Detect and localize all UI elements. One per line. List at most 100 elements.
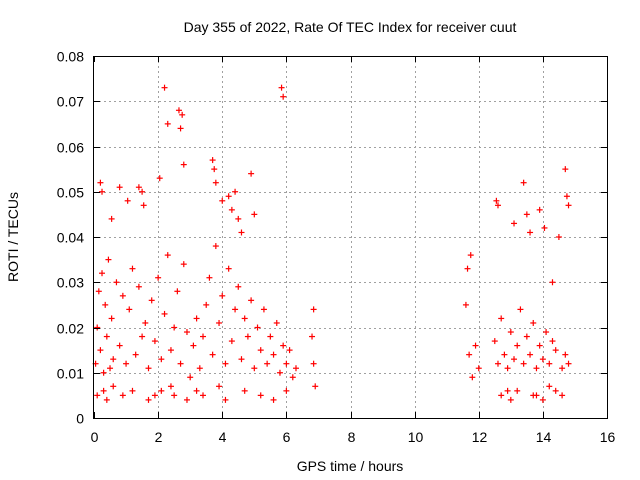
data-point: [498, 315, 505, 322]
data-point: [507, 396, 514, 403]
plot-frame: [93, 56, 608, 419]
data-point: [248, 170, 255, 177]
data-point: [563, 193, 570, 200]
data-point: [283, 387, 290, 394]
data-point: [145, 365, 152, 372]
data-point: [164, 120, 171, 127]
data-point: [498, 392, 505, 399]
data-point: [254, 324, 261, 331]
data-point: [108, 315, 115, 322]
data-point: [124, 197, 131, 204]
x-tick-label: 4: [219, 429, 227, 445]
data-point: [549, 279, 556, 286]
data-point: [280, 93, 287, 100]
data-point: [180, 261, 187, 268]
data-point: [541, 224, 548, 231]
data-point: [190, 342, 197, 349]
data-point: [183, 329, 190, 336]
data-point: [466, 351, 473, 358]
data-point: [273, 319, 280, 326]
data-point: [228, 338, 235, 345]
data-point: [119, 292, 126, 299]
y-tick-label: 0: [76, 411, 84, 427]
data-point: [511, 356, 518, 363]
data-point: [211, 166, 218, 173]
data-point: [225, 265, 232, 272]
data-point: [552, 387, 559, 394]
y-tick-label: 0.05: [57, 185, 84, 201]
data-point: [494, 360, 501, 367]
data-point: [549, 338, 556, 345]
x-tick-label: 14: [536, 429, 552, 445]
data-point: [310, 306, 317, 313]
data-points: [92, 84, 572, 403]
data-point: [514, 387, 521, 394]
data-point: [139, 188, 146, 195]
x-tick-label: 2: [155, 429, 163, 445]
data-point: [530, 319, 537, 326]
data-point: [148, 297, 155, 304]
data-point: [164, 252, 171, 259]
data-point: [219, 292, 226, 299]
data-point: [241, 315, 248, 322]
data-point: [520, 360, 527, 367]
data-point: [97, 347, 104, 354]
data-point: [276, 369, 283, 376]
data-point: [472, 342, 479, 349]
data-point: [251, 365, 258, 372]
data-point: [177, 125, 184, 132]
data-point: [158, 356, 165, 363]
x-tick-label: 10: [408, 429, 424, 445]
data-point: [312, 383, 319, 390]
data-point: [232, 306, 239, 313]
data-point: [183, 396, 190, 403]
data-point: [562, 166, 569, 173]
data-point: [99, 188, 106, 195]
data-point: [543, 329, 550, 336]
data-point: [145, 396, 152, 403]
y-tick-label: 0.01: [57, 366, 84, 382]
x-tick-label: 8: [348, 429, 356, 445]
data-point: [244, 333, 251, 340]
data-point: [475, 365, 482, 372]
data-point: [494, 202, 501, 209]
data-point: [536, 342, 543, 349]
axis-ticks: [94, 56, 608, 419]
data-point: [552, 347, 559, 354]
data-point: [493, 197, 500, 204]
data-point: [126, 306, 133, 313]
x-tick-label: 12: [472, 429, 488, 445]
data-point: [193, 387, 200, 394]
data-point: [235, 283, 242, 290]
data-point: [270, 396, 277, 403]
data-point: [264, 360, 271, 367]
data-point: [514, 342, 521, 349]
data-point: [200, 333, 207, 340]
data-point: [135, 283, 142, 290]
data-point: [175, 107, 182, 114]
data-point: [501, 351, 508, 358]
data-point: [539, 396, 546, 403]
data-point: [232, 188, 239, 195]
data-point: [309, 333, 316, 340]
data-point: [267, 333, 274, 340]
data-point: [193, 315, 200, 322]
data-point: [562, 351, 569, 358]
data-point: [216, 319, 223, 326]
data-point: [103, 396, 110, 403]
data-point: [523, 333, 530, 340]
data-point: [260, 306, 267, 313]
data-point: [278, 84, 285, 91]
data-point: [105, 256, 112, 263]
data-point: [135, 184, 142, 191]
data-point: [559, 392, 566, 399]
data-point: [123, 360, 130, 367]
data-point: [196, 365, 203, 372]
data-point: [517, 306, 524, 313]
data-point: [161, 84, 168, 91]
y-axis-label: ROTI / TECUs: [5, 192, 21, 282]
data-point: [142, 319, 149, 326]
data-point: [520, 179, 527, 186]
x-tick-labels: 0 2 4 6 8 10 12 14 16: [91, 429, 616, 445]
data-point: [533, 392, 540, 399]
